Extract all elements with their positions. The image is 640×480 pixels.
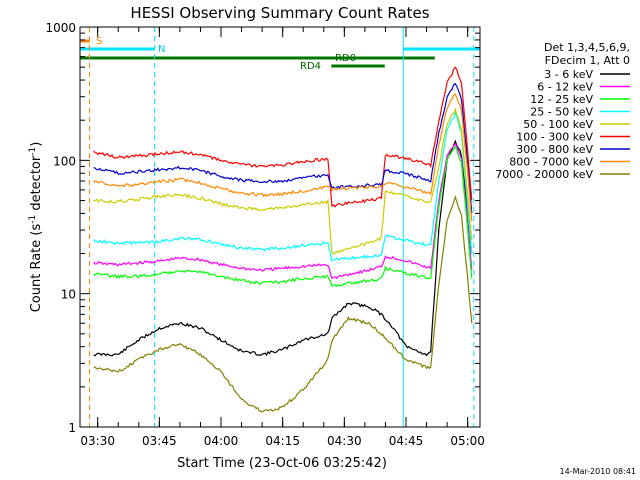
x-tick-label: 05:00 (450, 434, 485, 448)
flag-label-saa: S (96, 36, 102, 47)
x-tick-label: 04:30 (327, 434, 362, 448)
series-line-0 (93, 139, 473, 357)
legend-label: 100 - 300 keV (516, 131, 593, 144)
y-tick-label: 1000 (45, 21, 76, 35)
y-tick-label: 100 (53, 154, 76, 168)
series-line-8 (93, 194, 473, 413)
legend-header-2: FDecim 1, Att 0 (545, 54, 630, 67)
x-tick-label: 03:30 (80, 434, 115, 448)
legend-header-1: Det 1,3,4,5,6,9, (544, 41, 630, 54)
legend-label: 25 - 50 keV (530, 106, 593, 119)
legend-label: 3 - 6 keV (544, 68, 593, 81)
legend-label: 12 - 25 keV (530, 93, 593, 106)
footer-timestamp: 14-Mar-2010 08:41 (560, 467, 637, 476)
flag-label-rd0: RD0 (335, 53, 356, 64)
x-axis-label: Start Time (23-Oct-06 03:25:42) (177, 456, 387, 471)
series-line-2 (93, 145, 473, 288)
series-line-1 (93, 142, 473, 280)
chart-title: HESSI Observing Summary Count Rates (130, 4, 429, 22)
legend-label: 6 - 12 keV (537, 81, 593, 94)
y-tick-label: 1 (68, 421, 76, 435)
series-line-4 (93, 107, 473, 255)
x-tick-label: 04:15 (265, 434, 300, 448)
series-line-3 (93, 110, 473, 262)
legend-label: 300 - 800 keV (516, 143, 593, 156)
flag-label-rd4: RD4 (300, 61, 321, 72)
x-tick-label: 04:45 (389, 434, 424, 448)
legend-label: 7000 - 20000 keV (495, 168, 593, 181)
x-axis: 03:30 03:45 04:00 04:15 04:30 04:45 05:00 (80, 27, 485, 448)
series-line-6 (93, 82, 473, 214)
series-line-5 (93, 66, 473, 208)
x-tick-label: 03:45 (142, 434, 177, 448)
y-axis: 1 10 100 1000 (45, 21, 480, 435)
series-line-7 (93, 93, 473, 222)
legend-label: 50 - 100 keV (523, 118, 593, 131)
plot-frame (79, 26, 481, 428)
x-tick-label: 04:00 (204, 434, 239, 448)
flag-label-night: N (158, 44, 165, 55)
legend-label: 800 - 7000 keV (509, 156, 593, 169)
y-tick-label: 10 (61, 288, 76, 302)
series-lines (93, 66, 473, 413)
vertical-markers (79, 27, 475, 427)
flag-bars (80, 39, 480, 68)
y-axis-label: Count Rate (s-1 detector-1) (28, 142, 44, 313)
